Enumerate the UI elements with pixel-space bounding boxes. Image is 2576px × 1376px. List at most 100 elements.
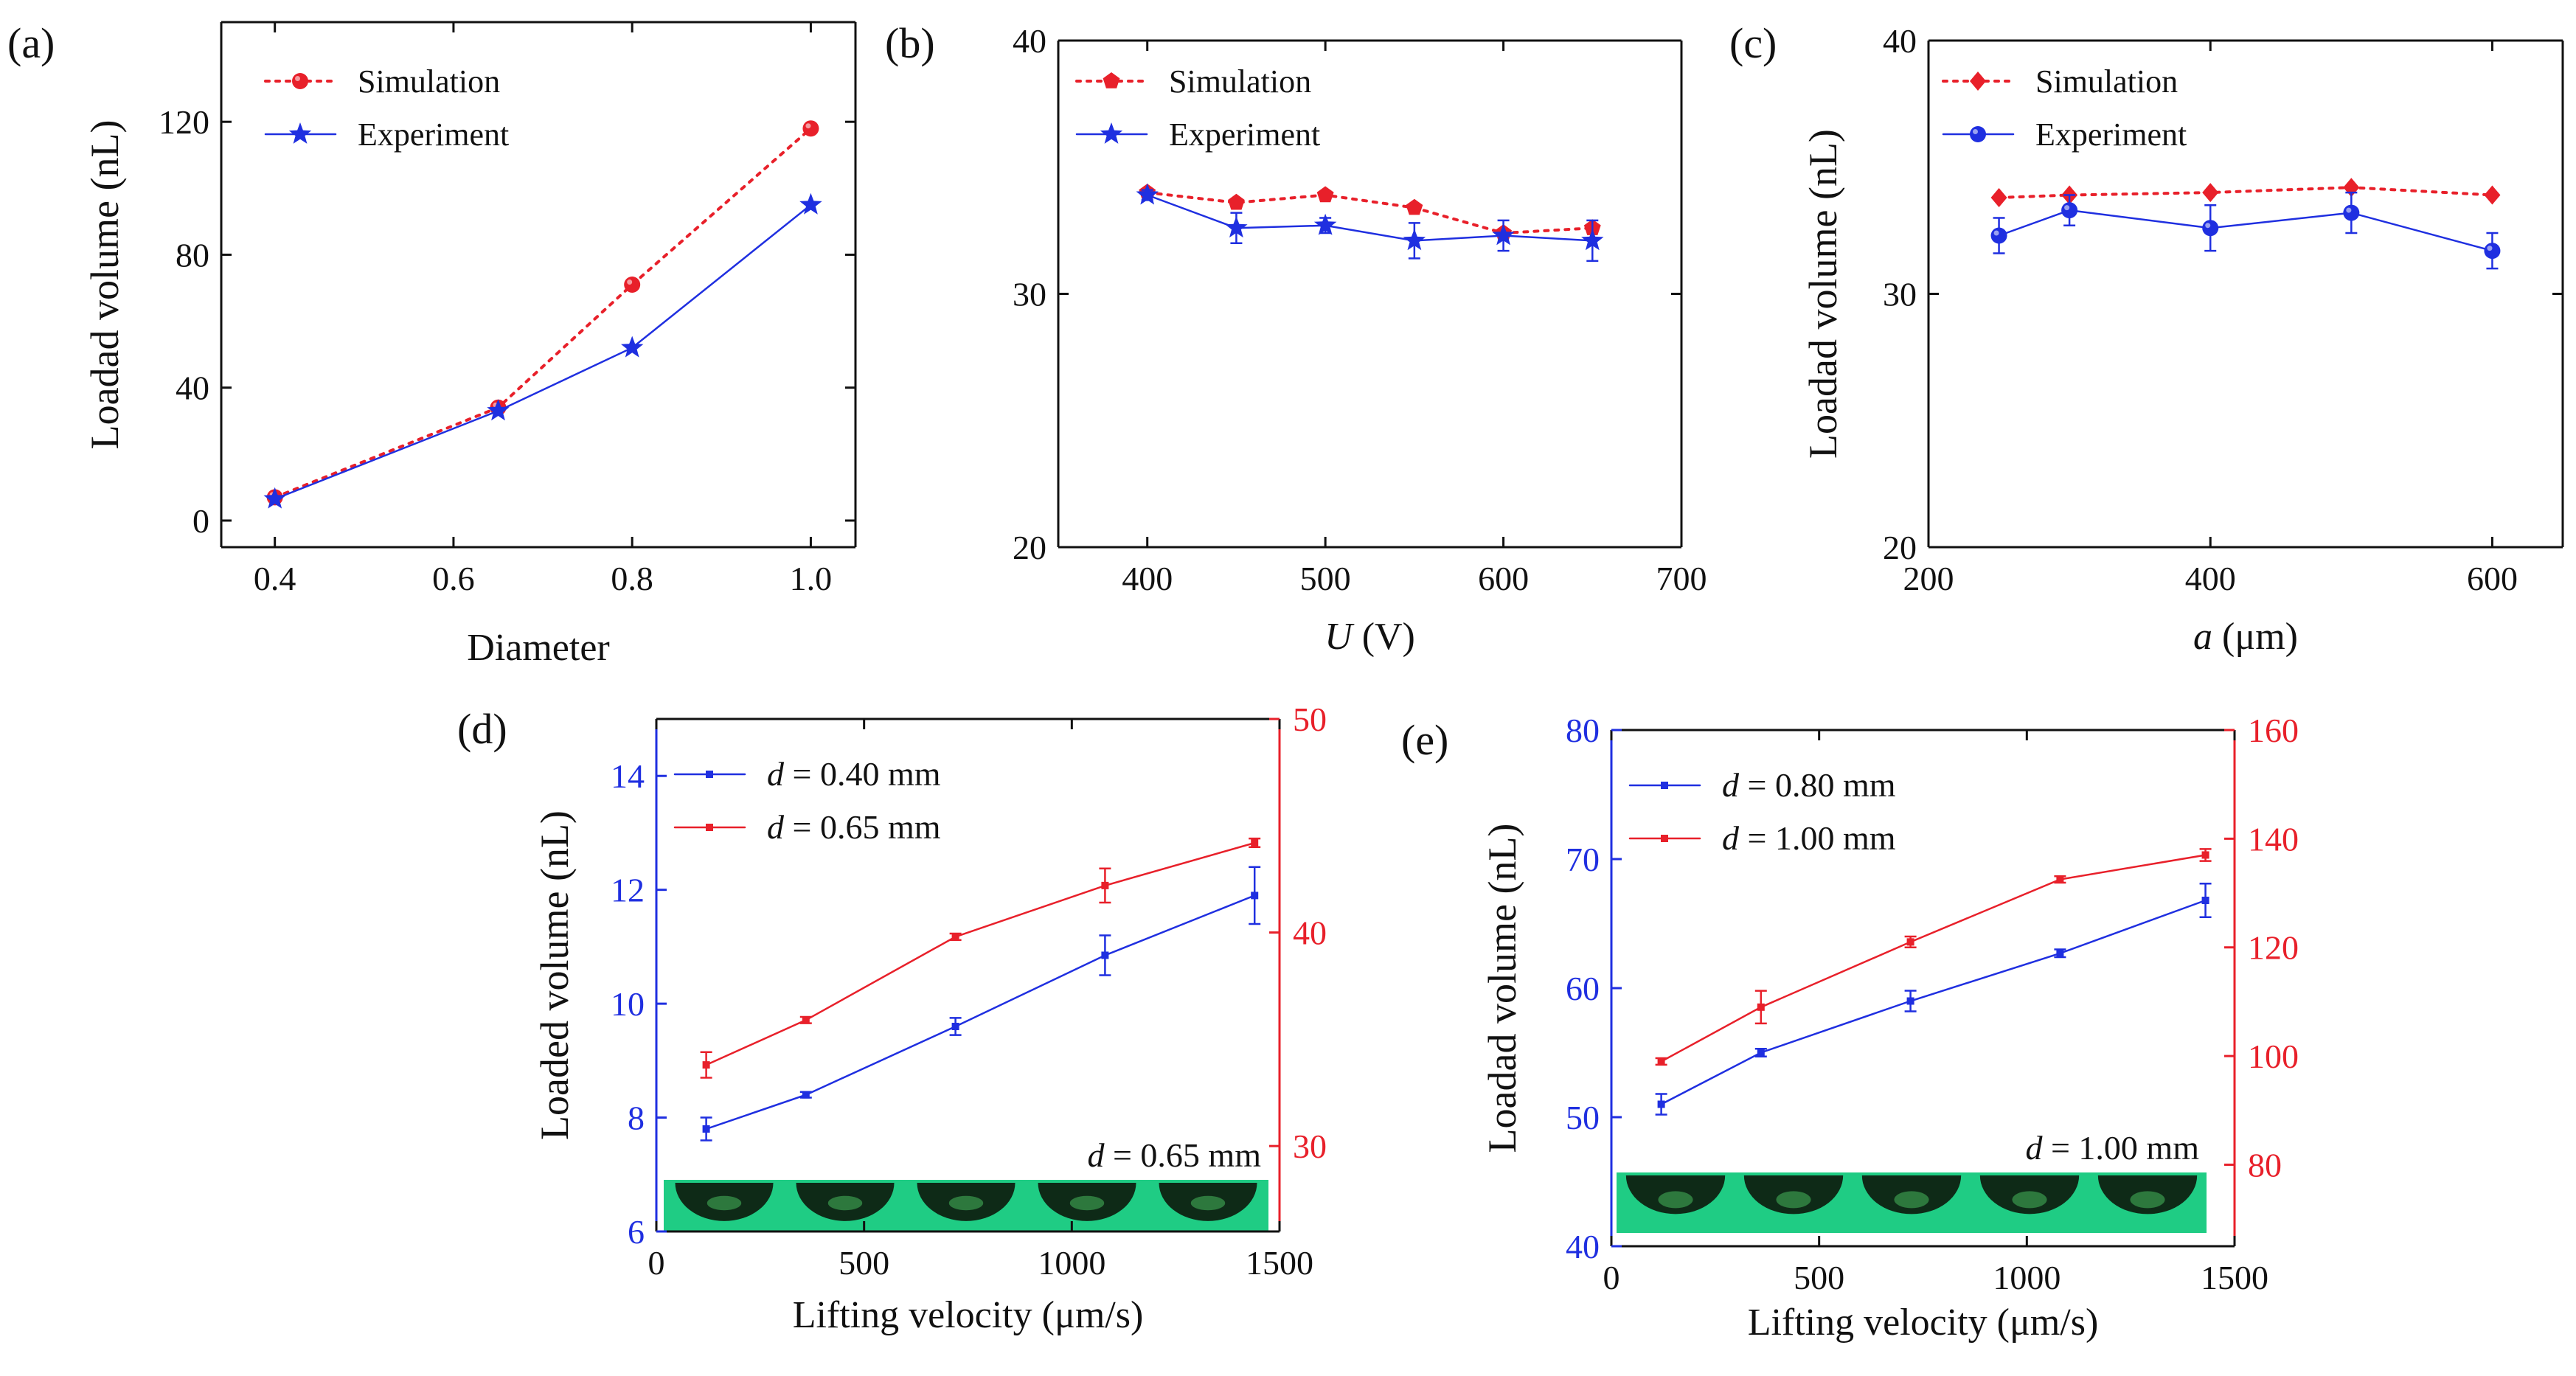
series-line	[1660, 899, 2207, 1105]
data-point	[1657, 1100, 1665, 1108]
series-line	[1145, 191, 1594, 235]
data-point	[802, 1091, 810, 1099]
data-point	[2343, 204, 2360, 221]
legend-label: d = 0.65 mm	[767, 808, 941, 846]
data-point	[1228, 193, 1245, 210]
panel-label: (a)	[7, 19, 55, 67]
x-axis-label: a (μm)	[2193, 616, 2298, 658]
x-tick-label: 200	[1903, 560, 1954, 597]
series-line	[274, 204, 812, 500]
legend-entry: Simulation	[264, 63, 500, 100]
data-point	[1757, 1049, 1765, 1057]
data-point	[1657, 1057, 1665, 1066]
data-point	[1101, 881, 1109, 889]
y-tick-label: 50	[1566, 1099, 1600, 1136]
data-point	[2201, 897, 2209, 904]
y-tick-label: 14	[611, 757, 645, 795]
series-red	[1655, 848, 2212, 1066]
legend-marker	[1100, 122, 1123, 144]
legend-marker	[292, 73, 308, 89]
series-line	[1660, 854, 2207, 1063]
panel-d: (d) d = 0.65 mm 0 500 1000 1500 6 8 10 12 14 30 40 50…	[457, 701, 1327, 1336]
data-point	[621, 336, 644, 358]
x-axis-label: Lifting velocity (μm/s)	[1748, 1302, 2099, 1344]
y-tick-label: 20	[1883, 529, 1917, 566]
data-point	[1101, 951, 1109, 959]
data-point	[799, 192, 822, 215]
series-red	[700, 837, 1261, 1079]
series-line	[1146, 194, 1594, 242]
data-point	[802, 1016, 810, 1024]
legend-label: d = 1.00 mm	[1722, 819, 1896, 857]
y-tick-label: 120	[159, 103, 209, 141]
y-tick-label-right: 160	[2248, 712, 2299, 749]
data-point	[2202, 220, 2219, 237]
series-blue	[1136, 183, 1604, 263]
y-tick-label: 40	[1883, 22, 1917, 60]
legend-marker	[1970, 126, 1986, 142]
data-point	[1581, 229, 1604, 251]
series-red	[1139, 184, 1601, 240]
y-tick-label-right: 120	[2248, 929, 2299, 967]
y-tick-label: 40	[1013, 22, 1046, 60]
legend-entry: d = 0.65 mm	[673, 808, 941, 846]
series-red	[266, 120, 819, 506]
x-tick-label: 0	[1603, 1259, 1620, 1296]
legend-label: d = 0.80 mm	[1722, 766, 1896, 804]
x-tick-label: 1.0	[790, 560, 833, 597]
panel-b: (b) 400 500 600 700 20 30 40 U (V) Simulation Expe…	[885, 19, 1707, 658]
y-axis-label: Loadad volume (nL)	[1480, 824, 1524, 1153]
series-blue	[263, 192, 822, 509]
data-point	[802, 120, 819, 137]
data-point	[1316, 186, 1334, 203]
data-point	[2484, 185, 2501, 205]
y-tick-label: 70	[1566, 841, 1600, 878]
panel-e: (e) d = 1.00 mm 0 500 1000 1500 40 50 60 70 80 80 10…	[1401, 712, 2299, 1344]
legend-label: Simulation	[1169, 63, 1311, 100]
y-tick-label-right: 100	[2248, 1038, 2299, 1075]
data-point	[624, 277, 641, 293]
series-line	[705, 841, 1256, 1066]
data-point	[2056, 875, 2064, 883]
y-tick-label: 0	[192, 502, 209, 540]
x-tick-label: 600	[1478, 560, 1529, 597]
y-tick-label: 30	[1883, 276, 1917, 313]
series-line	[273, 127, 813, 499]
legend-entry: d = 1.00 mm	[1628, 819, 1896, 857]
panel-label: (d)	[457, 705, 507, 753]
series-blue	[1655, 883, 2212, 1116]
y-tick-label-right: 50	[1293, 701, 1327, 738]
y-tick-label: 6	[628, 1213, 645, 1251]
data-point	[1406, 198, 1423, 215]
x-tick-label: 0	[648, 1244, 665, 1282]
data-point	[1403, 229, 1426, 251]
x-axis-label: Lifting velocity (μm/s)	[793, 1294, 1144, 1336]
legend-marker	[1970, 72, 1986, 91]
y-tick-label: 80	[1566, 712, 1600, 749]
data-point	[2061, 202, 2078, 219]
data-point	[2202, 183, 2219, 203]
y-tick-label-right: 140	[2248, 820, 2299, 858]
x-tick-label: 0.4	[254, 560, 296, 597]
data-point	[1251, 892, 1259, 900]
legend-entry: Experiment	[1942, 117, 2187, 153]
panel-c: (c) 200 400 600 20 30 40 a (μm) Loadad volume (n…	[1729, 19, 2564, 658]
data-point	[702, 1125, 710, 1133]
inset-label: d = 0.65 mm	[1087, 1136, 1261, 1174]
y-tick-label-right: 80	[2248, 1146, 2282, 1184]
data-point	[702, 1061, 710, 1069]
legend-marker	[706, 771, 713, 778]
data-point	[1906, 997, 1914, 1005]
legend-marker	[1661, 835, 1668, 842]
y-tick-label: 80	[176, 236, 209, 274]
legend-label: Simulation	[358, 63, 500, 100]
legend-marker	[1661, 782, 1668, 789]
y-tick-label-right: 30	[1293, 1127, 1327, 1165]
data-point	[1990, 227, 2007, 244]
legend-label: Simulation	[2035, 63, 2178, 100]
data-point	[2484, 243, 2501, 260]
x-tick-label: 400	[2185, 560, 2236, 597]
data-point	[951, 1023, 959, 1030]
legend-entry: d = 0.40 mm	[673, 755, 941, 793]
series-line	[705, 894, 1256, 1130]
